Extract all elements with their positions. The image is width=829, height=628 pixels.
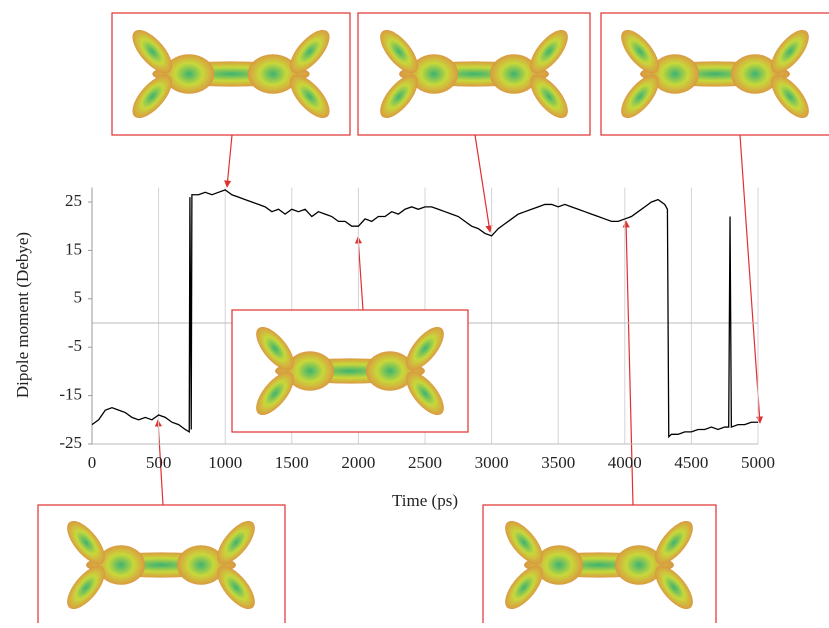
arrow: [740, 135, 760, 423]
x-axis-label: Time (ps): [392, 491, 458, 510]
x-tick-label: 3500: [541, 453, 575, 472]
chart: 0 500 1000 1500 2000 2500 3000 3500 4000 4500 5000…: [0, 0, 829, 623]
y-axis-label: Dipole moment (Debye): [13, 232, 32, 398]
y-tick-label: 15: [65, 239, 82, 258]
y-tick-label: -5: [68, 336, 82, 355]
y-tick-label: -25: [59, 433, 82, 452]
x-tick-label: 2500: [408, 453, 442, 472]
center-panel: [232, 310, 468, 432]
x-tick-label: 500: [146, 453, 172, 472]
arrow: [227, 135, 232, 187]
y-tick-label: 5: [74, 288, 83, 307]
y-tick-label: 25: [65, 191, 82, 210]
x-tick-label: 3000: [475, 453, 509, 472]
arrow: [475, 135, 490, 232]
x-tick-label: 1000: [208, 453, 242, 472]
x-tick-label: 0: [88, 453, 97, 472]
y-tick-label: -15: [59, 385, 82, 404]
x-tick-label: 5000: [741, 453, 775, 472]
x-tick-label: 2000: [341, 453, 375, 472]
x-tick-label: 4000: [608, 453, 642, 472]
x-tick-label: 1500: [275, 453, 309, 472]
x-tick-label: 4500: [674, 453, 708, 472]
